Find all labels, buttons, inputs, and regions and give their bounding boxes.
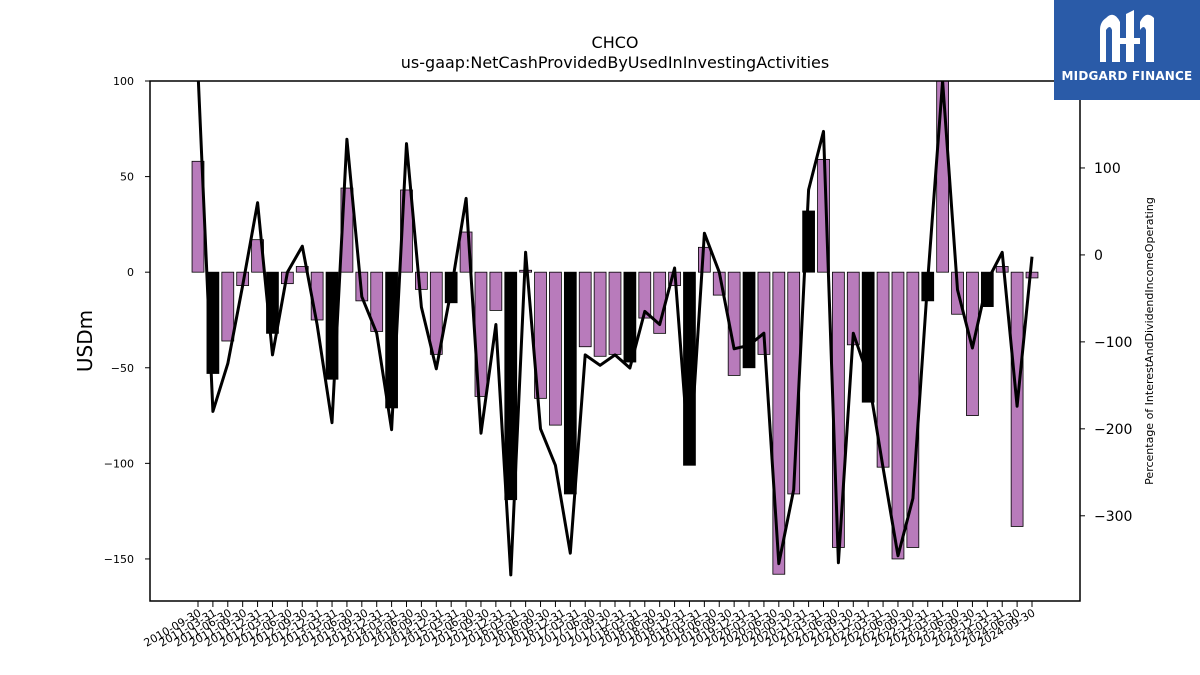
plot-frame: [149, 80, 1081, 602]
bar-2020-06-30: [772, 271, 786, 575]
chart-title: CHCO: [592, 33, 639, 52]
bar-2016-12-31: [563, 271, 577, 495]
y2-tick-label: −200: [1094, 422, 1132, 438]
bar-2017-12-31: [623, 271, 637, 363]
chart-subtitle: us-gaap:NetCashProvidedByUsedInInvesting…: [401, 53, 829, 72]
ratio-line: [196, 81, 1034, 577]
y-tick-label: −50: [111, 362, 134, 375]
bar-2019-12-31: [742, 271, 756, 369]
y2-tick-label: 0: [1094, 248, 1103, 264]
y2-tick-label: 100: [1094, 161, 1121, 177]
bar-2010-12-31: [206, 271, 220, 374]
y2-tick-label: −300: [1094, 509, 1132, 525]
y2-tick-label: −100: [1094, 335, 1132, 351]
bar-2017-03-31: [578, 271, 592, 348]
bar-2014-06-30: [415, 271, 428, 290]
bar-2022-09-30: [906, 271, 920, 548]
bar-2015-12-31: [504, 271, 518, 501]
midgard-m-logo-icon: [1100, 10, 1154, 63]
bar-2018-12-31: [683, 271, 696, 466]
bar-2022-06-30: [891, 271, 905, 560]
y2-axis-label: Percentage of InterestAndDividendIncomeO…: [1143, 197, 1156, 485]
bar-2017-09-30: [608, 271, 622, 355]
bar-2014-09-30: [429, 271, 443, 355]
bar-2021-12-31: [861, 271, 875, 403]
y-axis-label: USDm: [73, 310, 97, 372]
bar-2024-09-30: [1025, 271, 1039, 279]
y-tick-label: 50: [120, 171, 134, 184]
bar-2017-06-30: [593, 271, 607, 357]
bar-2015-09-30: [489, 271, 503, 311]
bar-2012-06-30: [295, 266, 309, 273]
brand-logo: MIDGARD FINANCE: [1054, 0, 1200, 100]
y-tick-label: −150: [104, 553, 134, 566]
bar-2018-03-31: [638, 271, 652, 319]
bar-2023-03-31: [936, 81, 950, 273]
y-tick-label: −100: [104, 457, 134, 470]
y-tick-label: 100: [113, 75, 134, 88]
bar-2016-09-30: [549, 271, 562, 426]
bar-2016-06-30: [534, 271, 547, 399]
bar-2015-03-31: [459, 231, 473, 273]
bar-2011-03-31: [221, 271, 235, 342]
brand-name: MIDGARD FINANCE: [1061, 69, 1193, 83]
y-tick-label: 0: [127, 266, 134, 279]
bar-2023-12-31: [980, 271, 994, 307]
